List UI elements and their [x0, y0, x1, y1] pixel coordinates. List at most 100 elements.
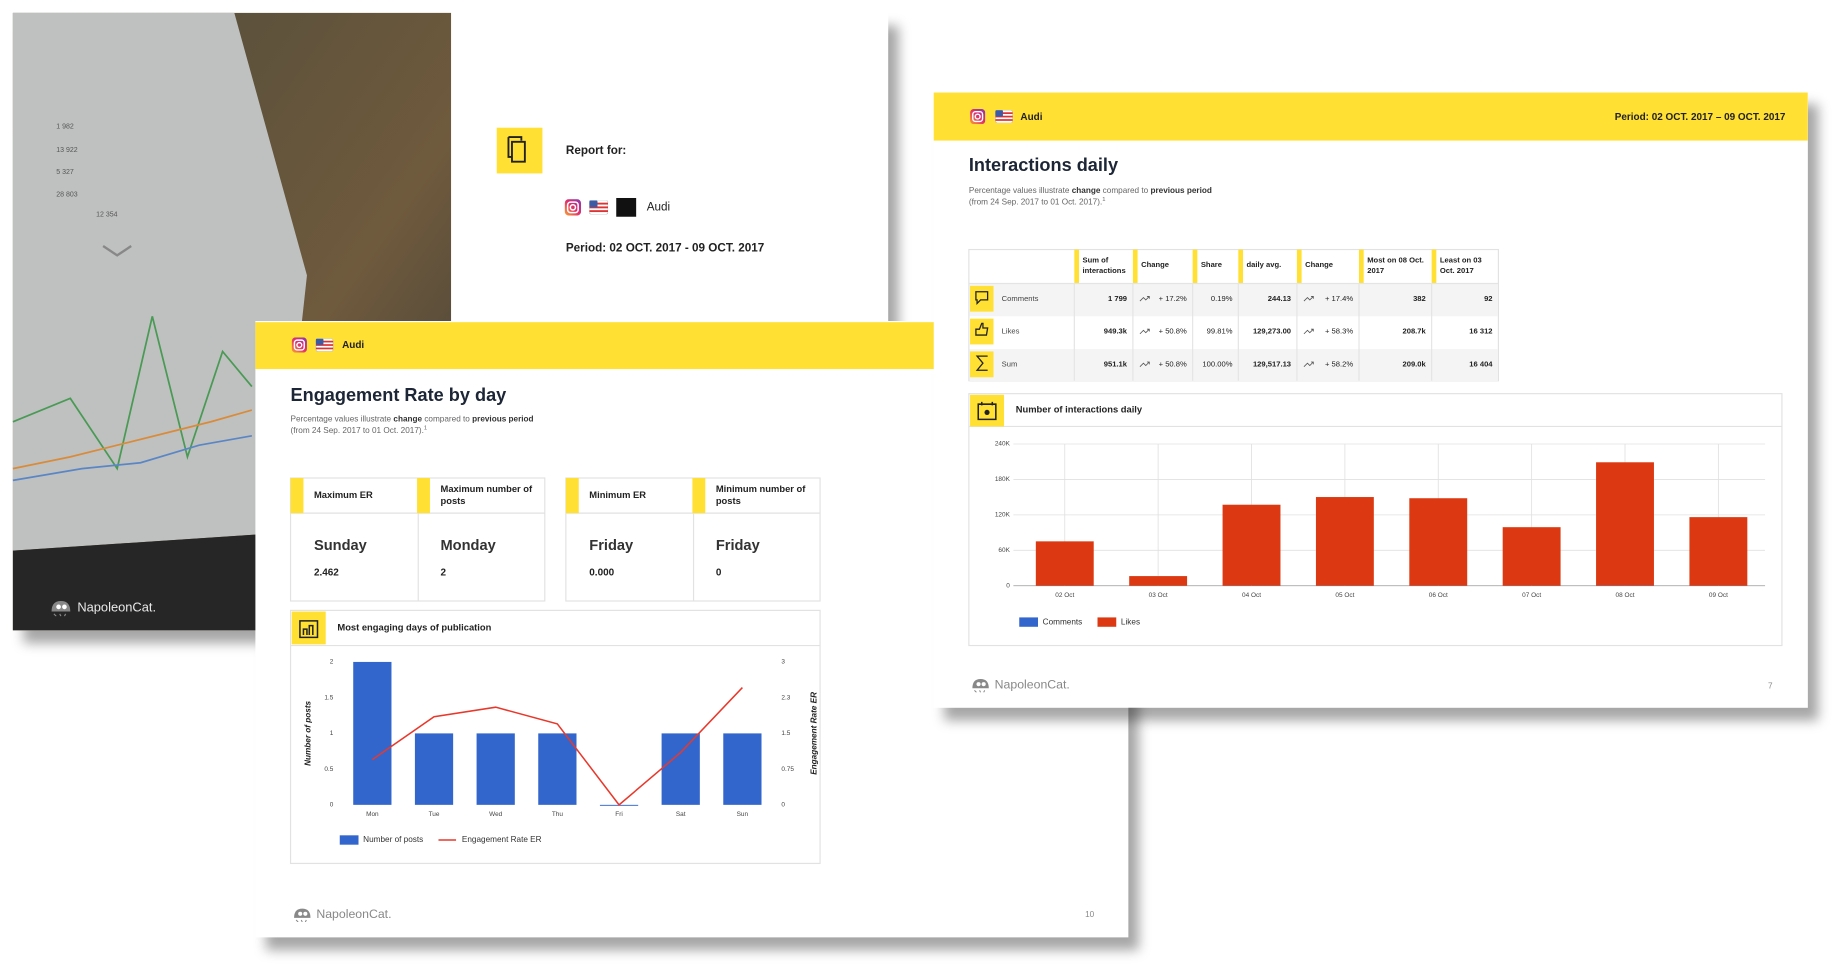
page-number: 10	[1085, 910, 1095, 919]
instagram-icon	[970, 108, 986, 125]
bar	[1689, 517, 1748, 586]
cell: 244.13	[1268, 294, 1291, 303]
card-label: Minimum number of posts	[715, 483, 806, 507]
bar	[476, 733, 515, 805]
bar	[414, 733, 454, 805]
x-tick-label: 03 Oct	[1149, 592, 1168, 599]
photo-line	[12, 409, 253, 470]
y-tick-label: 0.5	[324, 766, 333, 773]
flag-icon	[589, 200, 609, 215]
x-tick-label: 09 Oct	[1709, 592, 1728, 599]
trend-icon	[1139, 295, 1150, 302]
cell: 16 312	[1469, 327, 1492, 336]
cell: 99.81%	[1207, 327, 1233, 336]
chart-icon	[299, 620, 319, 639]
bar	[661, 733, 700, 805]
note-part: change	[1072, 186, 1101, 195]
header-cell-box: Change	[1141, 262, 1169, 270]
x-tick-label: Mon	[366, 811, 379, 818]
row-bg	[969, 283, 1498, 317]
card-day: Monday	[441, 538, 497, 554]
header-bar	[933, 92, 1808, 141]
cell: 208.7k	[1403, 327, 1427, 336]
bar	[723, 733, 762, 805]
note-part: previous period	[1150, 186, 1211, 195]
cell: 1 799	[1108, 294, 1127, 303]
note: Percentage values illustrate change comp…	[291, 415, 534, 424]
card-value: 0	[716, 568, 722, 579]
bar	[353, 661, 392, 805]
y-tick-label: 0	[1006, 582, 1010, 589]
y-axis-title: Number of posts	[303, 700, 312, 765]
row-icon	[975, 322, 989, 336]
card-day: Sunday	[314, 538, 368, 554]
y2-tick-label: 0	[781, 802, 785, 809]
cell: 129,517.13	[1253, 359, 1291, 368]
bar	[1129, 576, 1188, 586]
instagram-icon	[291, 337, 307, 353]
y-tick-label: 120K	[995, 512, 1011, 519]
card-day: Friday	[589, 538, 634, 554]
y2-axis-title: Engagement Rate ER	[809, 692, 818, 775]
row-icon	[975, 355, 988, 371]
header-cell-box: Sum of interactions	[1082, 257, 1126, 275]
note: (from 24 Sep. 2017 to 01 Oct. 2017).1	[291, 425, 428, 435]
y-tick-label: 240K	[995, 441, 1011, 448]
note: Percentage values illustrate change comp…	[969, 186, 1212, 195]
cell: + 17.4%	[1325, 294, 1353, 303]
note-part: change	[393, 415, 422, 424]
header-accent	[1431, 249, 1437, 284]
y2-tick-label: 2.3	[781, 694, 790, 701]
tablet-text: 5 327	[56, 169, 74, 176]
tablet-text: 28 803	[56, 191, 78, 198]
trend-icon	[1303, 295, 1314, 302]
x-tick-label: 04 Oct	[1242, 592, 1261, 599]
trend-icon	[1139, 328, 1150, 335]
legend-swatch	[1097, 617, 1117, 627]
header-accent	[1359, 249, 1364, 284]
y2-tick-label: 3	[781, 659, 785, 666]
page-title: Engagement Rate by day	[291, 385, 507, 405]
cell: + 58.3%	[1325, 327, 1353, 336]
card-day: Friday	[716, 538, 761, 554]
bar	[1315, 497, 1374, 586]
brand-logo	[616, 197, 637, 217]
cell: + 58.2%	[1325, 359, 1353, 368]
y-tick-label: 2	[330, 659, 334, 666]
header-cell: Share	[1200, 261, 1223, 270]
tablet-text: 12 354	[96, 211, 118, 218]
card-label: Minimum ER	[589, 489, 647, 501]
bar	[1502, 527, 1561, 586]
y-tick-label: 1	[330, 730, 334, 737]
note-period: (from 24 Sep. 2017 to 01 Oct. 2017).	[969, 198, 1102, 207]
interactions-page: Audi Period: 02 OCT. 2017 – 09 OCT. 2017…	[933, 91, 1808, 708]
tablet-text: 13 922	[56, 147, 78, 154]
chevron-icon	[102, 245, 132, 257]
cell: 949.3k	[1104, 327, 1128, 336]
card-accent	[565, 477, 579, 514]
bar	[1409, 498, 1468, 586]
period: Period: 02 OCT. 2017 – 09 OCT. 2017	[1615, 112, 1786, 123]
header-accent	[1296, 249, 1302, 284]
header-accent	[1132, 249, 1138, 284]
legend-swatch	[1019, 617, 1038, 627]
y-tick-label: 60K	[998, 547, 1010, 554]
row-icon	[975, 291, 989, 305]
footnote-mark: 1	[424, 425, 427, 431]
tablet-bezel	[12, 533, 279, 631]
y-tick-label: 0	[330, 802, 334, 809]
x-tick-label: Fri	[615, 811, 623, 818]
row-label: Likes	[1002, 327, 1020, 336]
header-cell: Sum of interactions	[1082, 257, 1126, 275]
bar	[538, 733, 577, 805]
card-accent	[290, 477, 304, 514]
period: Period: 02 OCT. 2017 - 09 OCT. 2017	[566, 241, 764, 254]
card-label: Maximum number of posts	[440, 483, 533, 507]
brand: Audi	[1020, 112, 1042, 123]
card-value: 2	[441, 568, 447, 579]
chart-title: Number of interactions daily	[1016, 405, 1143, 415]
report-icon	[507, 136, 526, 163]
y2-tick-label: 0.75	[781, 766, 794, 773]
card-label-box: Maximum ER	[314, 490, 373, 501]
